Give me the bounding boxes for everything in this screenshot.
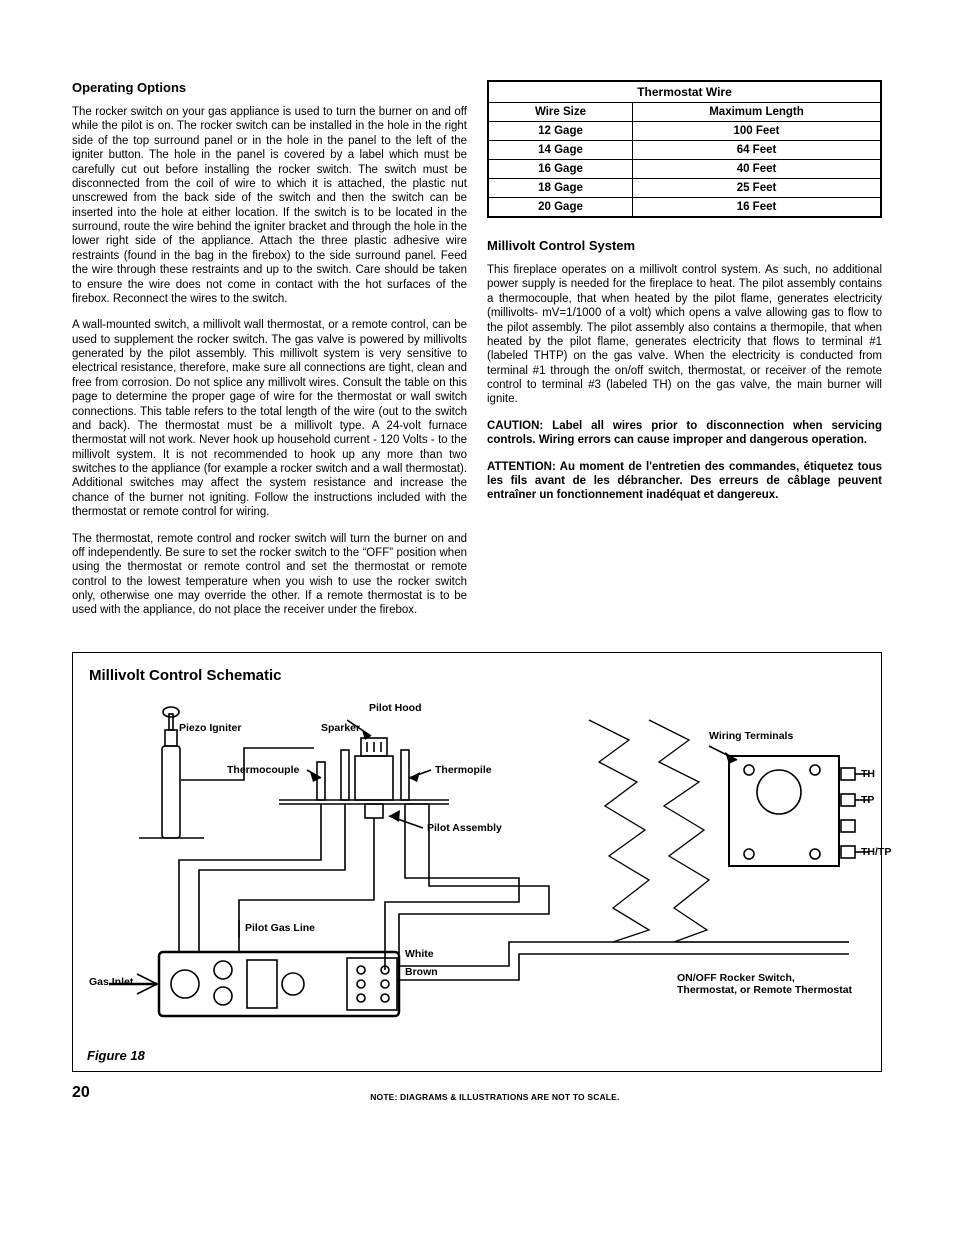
thermocouple-label: Thermocouple <box>227 764 299 776</box>
attention-text: ATTENTION: Au moment de l'entretien des … <box>487 460 882 503</box>
pilot-assembly-label: Pilot Assembly <box>427 822 502 834</box>
sparker-label: Sparker <box>321 722 360 734</box>
gas-inlet-label: Gas Inlet <box>89 976 133 988</box>
pilot-gas-line-label: Pilot Gas Line <box>245 922 315 934</box>
operating-options-p3: The thermostat, remote control and rocke… <box>72 532 467 618</box>
schematic-title: Millivolt Control Schematic <box>89 667 865 684</box>
millivolt-p1: This fireplace operates on a millivolt c… <box>487 263 882 407</box>
left-column: Operating Options The rocker switch on y… <box>72 80 467 630</box>
table-col2-header: Maximum Length <box>633 103 881 122</box>
operating-options-p1: The rocker switch on your gas appliance … <box>72 105 467 306</box>
footer-note: NOTE: DIAGRAMS & ILLUSTRATIONS ARE NOT T… <box>108 1092 882 1102</box>
thermopile-label: Thermopile <box>435 764 492 776</box>
millivolt-heading: Millivolt Control System <box>487 238 882 253</box>
right-column: Thermostat Wire Wire Size Maximum Length… <box>487 80 882 630</box>
schematic-canvas: Pilot Hood Piezo Igniter Sparker Thermoc… <box>89 690 865 1045</box>
table-row: 16 Gage40 Feet <box>488 160 881 179</box>
schematic-box: Millivolt Control Schematic <box>72 652 882 1072</box>
two-column-layout: Operating Options The rocker switch on y… <box>72 80 882 630</box>
table-title: Thermostat Wire <box>488 81 881 103</box>
caution-text: CAUTION: Label all wires prior to discon… <box>487 419 882 448</box>
page-number: 20 <box>72 1084 90 1102</box>
table-row: 18 Gage25 Feet <box>488 179 881 198</box>
thermostat-wire-table: Thermostat Wire Wire Size Maximum Length… <box>487 80 882 218</box>
pilot-hood-label: Pilot Hood <box>369 702 422 714</box>
th-label: TH <box>861 768 875 780</box>
rocker-switch-label: ON/OFF Rocker Switch, Thermostat, or Rem… <box>677 972 857 996</box>
table-col1-header: Wire Size <box>488 103 633 122</box>
figure-label: Figure 18 <box>87 1048 145 1063</box>
table-row: 14 Gage64 Feet <box>488 141 881 160</box>
white-label: White <box>405 948 434 960</box>
page-footer: 20 NOTE: DIAGRAMS & ILLUSTRATIONS ARE NO… <box>72 1084 882 1102</box>
operating-options-heading: Operating Options <box>72 80 467 95</box>
wiring-terminals-label: Wiring Terminals <box>709 730 793 742</box>
tp-label: TP <box>861 794 874 806</box>
piezo-igniter-label: Piezo Igniter <box>179 722 241 734</box>
brown-label: Brown <box>405 966 438 978</box>
thtp-label: TH/TP <box>861 846 891 858</box>
operating-options-p2: A wall-mounted switch, a millivolt wall … <box>72 318 467 519</box>
table-row: 12 Gage100 Feet <box>488 122 881 141</box>
table-row: 20 Gage16 Feet <box>488 198 881 218</box>
